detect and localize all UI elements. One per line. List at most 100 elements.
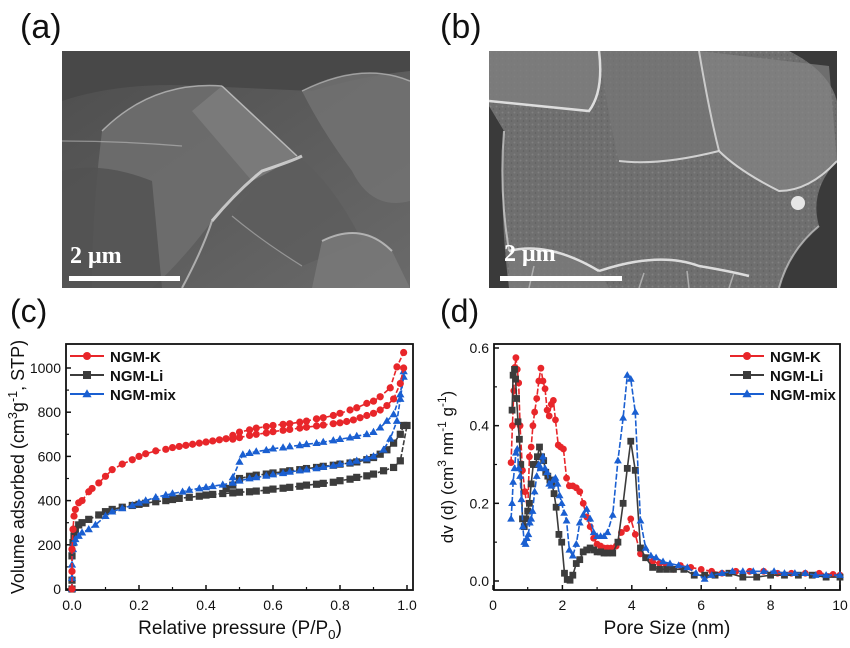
data-point <box>252 447 261 455</box>
data-point <box>674 561 683 569</box>
data-point <box>235 476 244 484</box>
data-point <box>285 442 294 450</box>
data-point <box>185 493 193 501</box>
data-point <box>168 489 177 497</box>
data-point <box>195 492 203 500</box>
chart-d-ylabel: dv (d) (cm3 nm-1 g-1) <box>435 391 457 543</box>
data-point <box>285 467 294 475</box>
data-point <box>396 379 404 388</box>
data-point <box>623 525 630 532</box>
data-point <box>101 508 110 516</box>
data-point <box>555 491 564 499</box>
data-point <box>511 365 518 373</box>
data-point <box>518 522 527 530</box>
data-point <box>336 477 344 485</box>
data-point <box>88 484 96 493</box>
data-point <box>279 484 287 492</box>
data-point <box>152 498 160 506</box>
data-point <box>175 494 183 502</box>
scale-bar-label-b: 2 μm <box>504 241 556 267</box>
data-point <box>801 569 810 576</box>
data-point <box>600 532 608 540</box>
data-point <box>329 411 337 420</box>
data-point <box>608 510 617 518</box>
data-point <box>319 479 327 487</box>
data-point <box>569 571 577 579</box>
data-point <box>509 371 517 379</box>
data-point <box>582 505 591 512</box>
legend-marker <box>83 352 91 360</box>
legend-label: NGM-Li <box>770 368 823 385</box>
data-point <box>252 424 260 432</box>
data-point <box>218 480 227 488</box>
series-ngm-mix <box>507 371 844 582</box>
data-point <box>345 458 355 466</box>
data-point <box>235 428 244 436</box>
data-point <box>516 472 524 479</box>
data-point <box>512 375 519 383</box>
data-point <box>652 553 660 561</box>
data-point <box>600 549 608 557</box>
data-point <box>513 395 520 402</box>
x-tick-label: 0.0 <box>62 597 82 613</box>
data-point <box>553 479 562 487</box>
data-point <box>168 495 177 504</box>
data-point <box>379 445 388 453</box>
data-point <box>335 459 345 468</box>
data-point <box>539 377 547 385</box>
data-point <box>152 447 160 455</box>
data-point <box>142 450 150 458</box>
data-point <box>552 416 559 424</box>
data-point <box>312 415 321 423</box>
data-point <box>363 399 371 407</box>
data-point <box>739 573 747 581</box>
data-point <box>527 480 535 488</box>
legend-label: NGM-K <box>110 349 161 366</box>
data-point <box>526 499 533 507</box>
data-point <box>683 563 692 571</box>
data-point <box>68 545 76 553</box>
data-point <box>609 549 617 557</box>
data-point <box>296 424 304 432</box>
data-point <box>626 374 635 382</box>
data-point <box>526 453 533 461</box>
data-point <box>376 450 384 458</box>
data-point <box>108 507 117 515</box>
data-point <box>229 435 237 443</box>
scale-bar-label-a: 2 μm <box>70 243 122 269</box>
data-point <box>697 565 705 573</box>
data-point <box>252 473 261 481</box>
data-point <box>627 515 635 523</box>
series-ngm-k <box>68 348 408 593</box>
data-point <box>228 478 237 486</box>
series-ngm-mix <box>67 366 408 592</box>
data-point <box>707 571 716 578</box>
data-point <box>95 479 103 487</box>
data-point <box>91 520 100 528</box>
data-point <box>552 503 560 511</box>
data-point <box>175 442 183 451</box>
data-point <box>663 565 670 573</box>
data-point <box>382 416 392 424</box>
data-point <box>389 410 398 418</box>
data-point <box>262 471 271 479</box>
data-point <box>345 433 355 441</box>
data-point <box>296 482 304 490</box>
data-point <box>619 499 627 507</box>
sem-image-b: 2 μm <box>489 51 837 288</box>
y-tick-label: 0.2 <box>470 495 490 511</box>
panel-label-d: (d) <box>440 293 479 329</box>
sem-image-a-texture <box>62 51 410 288</box>
data-point <box>134 498 144 506</box>
data-point <box>545 412 553 420</box>
data-point <box>118 460 126 468</box>
data-point <box>558 538 566 546</box>
data-point <box>262 422 270 431</box>
y-tick-label: 800 <box>38 404 62 420</box>
data-point <box>529 422 537 430</box>
legend-label: NGM-K <box>770 349 821 366</box>
data-point <box>565 545 574 553</box>
data-point <box>646 551 655 559</box>
data-point <box>604 549 611 557</box>
